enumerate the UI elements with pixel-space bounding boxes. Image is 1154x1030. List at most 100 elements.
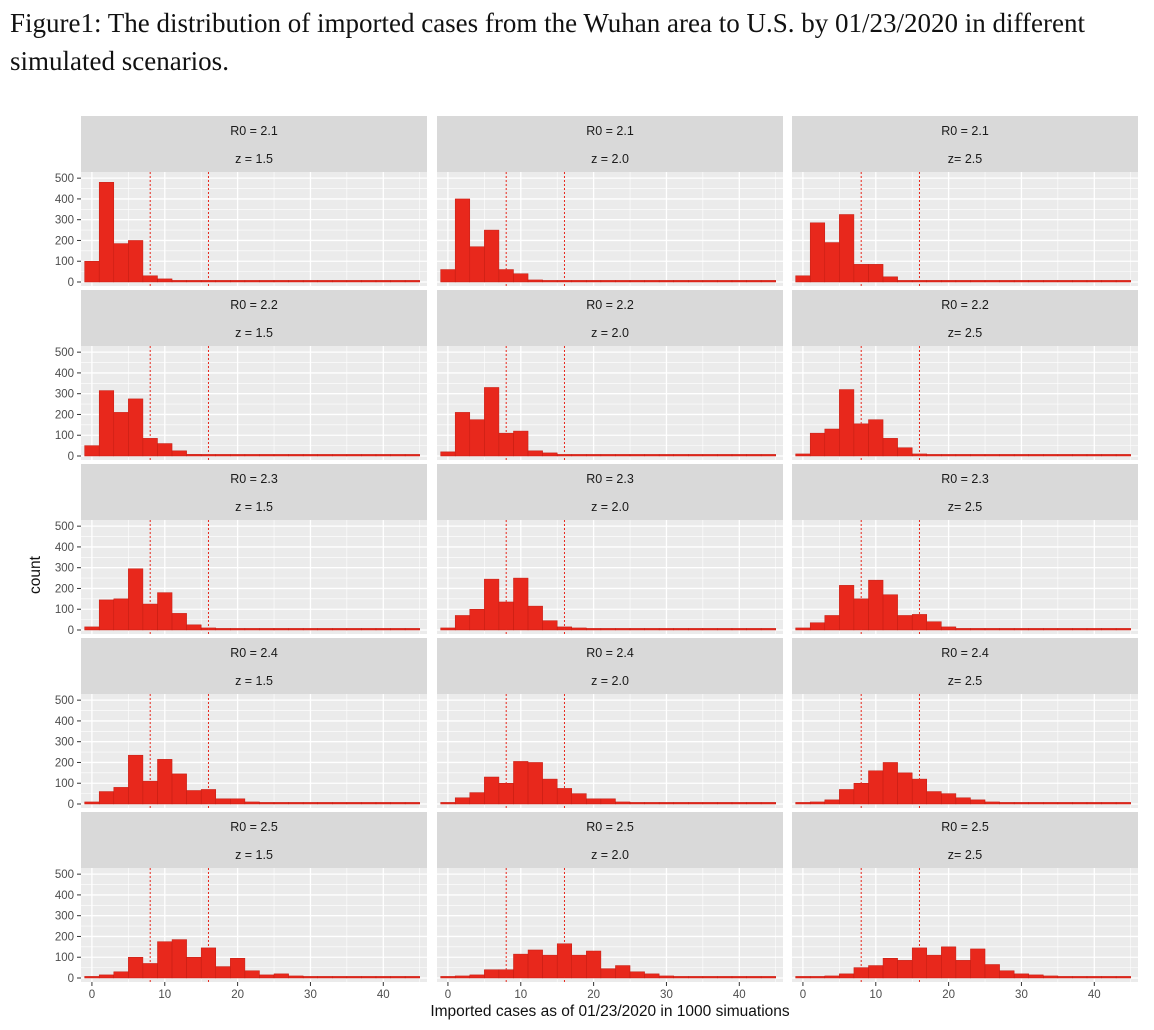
histogram-bar	[760, 454, 776, 457]
facet-panel-8: R0 = 2.3 z = 2.0	[437, 464, 783, 634]
y-axis-title: count	[27, 555, 44, 594]
histogram-bar	[113, 243, 129, 283]
strip-z-label: z = 1.5	[235, 500, 273, 514]
histogram-bar	[999, 454, 1015, 457]
histogram-bar	[868, 770, 884, 805]
histogram-bar	[230, 958, 246, 979]
histogram-bar	[1086, 976, 1102, 979]
facet-panel-10: R0 = 2.4 z = 1.5 0 100 200 300 400 500	[55, 638, 427, 811]
histogram-bar	[186, 454, 202, 457]
histogram-bar	[317, 802, 333, 805]
histogram-bar	[658, 802, 674, 805]
y-tick-label: 500	[55, 347, 74, 359]
histogram-bar	[332, 976, 348, 979]
histogram-bar	[1072, 976, 1088, 979]
histogram-bar	[157, 759, 173, 805]
histogram-bar	[702, 628, 718, 631]
histogram-bar	[955, 280, 971, 283]
histogram-bar	[1072, 802, 1088, 805]
histogram-bar	[746, 280, 762, 283]
histogram-bar	[795, 453, 811, 457]
histogram-bar	[542, 954, 558, 979]
histogram-bar	[897, 280, 913, 283]
strip-r0-label: R0 = 2.5	[586, 820, 634, 834]
strip-r0-label: R0 = 2.1	[941, 124, 989, 138]
x-tick-label: 30	[304, 989, 317, 1001]
figure-caption: Figure1: The distribution of imported ca…	[10, 8, 1085, 76]
histogram-bar	[644, 802, 660, 805]
histogram-bar	[941, 793, 957, 805]
histogram-bar	[302, 976, 318, 979]
histogram-bar	[702, 454, 718, 457]
histogram-bar	[390, 976, 406, 979]
facet-strip	[81, 638, 427, 694]
histogram-bar	[346, 628, 362, 631]
histogram-bar	[302, 802, 318, 805]
histogram-bar	[128, 568, 144, 631]
histogram-bar	[454, 975, 471, 979]
histogram-bar	[688, 628, 704, 631]
histogram-bar	[644, 454, 660, 457]
histogram-bar	[955, 454, 971, 457]
histogram-bar	[970, 280, 986, 283]
histogram-bar	[469, 246, 485, 283]
x-tick-label: 40	[377, 989, 390, 1001]
histogram-bar	[571, 627, 587, 631]
facet-panel-2: R0 = 2.1 z = 2.0	[437, 116, 783, 286]
histogram-bar	[361, 454, 377, 457]
histogram-bar	[440, 269, 456, 283]
histogram-bar	[1013, 628, 1029, 631]
histogram-bar	[84, 976, 100, 979]
histogram-bar	[375, 280, 391, 283]
histogram-bar	[941, 454, 957, 457]
histogram-bar	[542, 280, 558, 283]
histogram-bar	[273, 802, 289, 805]
histogram-bar	[882, 438, 898, 457]
histogram-bar	[440, 627, 456, 631]
facet-strip	[792, 638, 1138, 694]
histogram-bar	[1057, 628, 1073, 631]
histogram-bar	[259, 628, 275, 631]
histogram-bar	[273, 628, 289, 631]
histogram-bar	[230, 280, 246, 283]
histogram-bar	[317, 976, 333, 979]
histogram-bar	[760, 628, 776, 631]
x-tick-label: 10	[869, 989, 882, 1001]
facet-panel-15: R0 = 2.5 z= 2.5 0 10 20 30 40	[792, 812, 1138, 1001]
histogram-bar	[317, 280, 333, 283]
histogram-bar	[702, 280, 718, 283]
histogram-bar	[955, 797, 971, 805]
histogram-bar	[673, 802, 689, 805]
histogram-bar	[673, 976, 689, 979]
histogram-bar	[615, 454, 631, 457]
histogram-bar	[484, 969, 500, 979]
histogram-bar	[571, 454, 587, 457]
histogram-bar	[98, 974, 115, 979]
facet-strip	[437, 116, 783, 172]
facet-strip	[81, 464, 427, 520]
y-tick-label: 300	[55, 215, 74, 227]
strip-r0-label: R0 = 2.3	[941, 472, 989, 486]
histogram-bar	[795, 802, 811, 805]
histogram-bar	[317, 628, 333, 631]
histogram-bar	[230, 454, 246, 457]
histogram-bar	[809, 622, 826, 631]
y-tick-label: 0	[68, 277, 74, 289]
histogram-bar	[440, 802, 456, 805]
histogram-bar	[839, 389, 855, 457]
histogram-bar	[244, 801, 260, 805]
histogram-bar	[658, 280, 674, 283]
histogram-bar	[273, 280, 289, 283]
histogram-bar	[98, 791, 115, 805]
histogram-bar	[1115, 628, 1131, 631]
x-tick-label: 20	[942, 989, 955, 1001]
histogram-bar	[404, 454, 420, 457]
histogram-bar	[629, 971, 645, 979]
histogram-bar	[970, 628, 986, 631]
histogram-bar	[746, 802, 762, 805]
histogram-bar	[702, 976, 718, 979]
strip-r0-label: R0 = 2.1	[586, 124, 634, 138]
histogram-bar	[404, 280, 420, 283]
histogram-bar	[629, 628, 645, 631]
strip-z-label: z = 1.5	[235, 674, 273, 688]
